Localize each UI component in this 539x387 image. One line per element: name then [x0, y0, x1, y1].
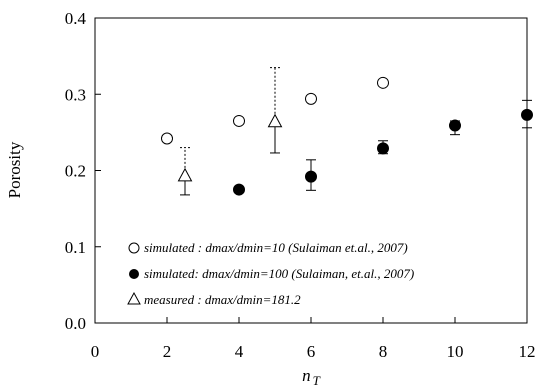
- data-point-filled-circle: [449, 119, 461, 132]
- legend-label-series-1: simulated : dmax/dmin=10 (Sulaiman et.al…: [144, 240, 408, 255]
- x-axis-label-main: n: [302, 366, 311, 385]
- data-point-filled-circle: [305, 170, 317, 183]
- y-tick-label: 0.4: [65, 9, 87, 28]
- legend-label-series-3: measured : dmax/dmin=181.2: [144, 292, 301, 307]
- y-axis: 0.0 0.1 0.2 0.3 0.4: [65, 9, 101, 333]
- data-markers: [161, 76, 533, 196]
- legend-marker-filled-circle: [129, 269, 139, 279]
- x-tick-label: 4: [235, 342, 244, 361]
- legend-marker-open-circle: [128, 242, 140, 254]
- x-tick-label: 2: [163, 342, 172, 361]
- data-point-filled-circle: [233, 183, 245, 196]
- x-tick-label: 6: [307, 342, 316, 361]
- legend-label-series-2: simulated: dmax/dmin=100 (Sulaiman, et.a…: [144, 266, 414, 281]
- x-tick-label: 12: [519, 342, 536, 361]
- x-axis-label-subscript: T: [313, 373, 321, 387]
- x-tick-label: 0: [91, 342, 100, 361]
- data-point-filled-circle: [521, 108, 533, 121]
- data-point-open-circle: [305, 92, 317, 105]
- x-tick-label: 8: [379, 342, 388, 361]
- legend: simulated : dmax/dmin=10 (Sulaiman et.al…: [127, 240, 414, 307]
- data-point-open-circle: [161, 132, 173, 145]
- legend-marker-open-triangle: [127, 291, 141, 305]
- error-bars: [180, 67, 532, 196]
- y-tick-label: 0.3: [65, 85, 86, 104]
- data-point-open-circle: [233, 114, 245, 127]
- y-tick-label: 0.2: [65, 162, 86, 181]
- x-axis: 0 2 4 6 8 10 12: [91, 317, 536, 361]
- y-tick-label: 0.1: [65, 238, 86, 257]
- data-point-open-circle: [377, 76, 389, 89]
- data-point-open-triangle: [177, 167, 193, 182]
- data-point-filled-circle: [377, 142, 389, 155]
- y-axis-label: Porosity: [5, 141, 24, 198]
- data-point-open-triangle: [267, 113, 283, 128]
- x-tick-label: 10: [447, 342, 464, 361]
- y-tick-label: 0.0: [65, 314, 86, 333]
